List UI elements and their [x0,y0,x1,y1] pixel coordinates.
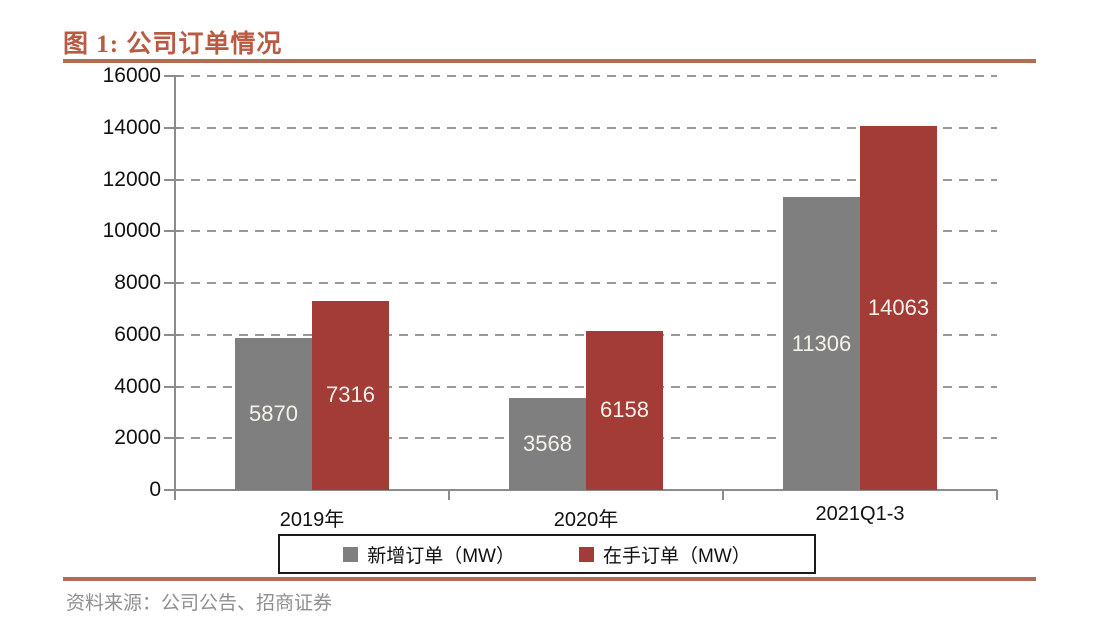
bar-backlog-orders [860,126,937,490]
legend-series-label: 新增订单（MW） [367,545,515,567]
y-axis-label: 12000 [102,167,161,191]
y-axis-tick [164,126,180,129]
y-axis-label: 14000 [102,115,161,139]
x-axis-tick [174,490,176,500]
bar-value-label: 5870 [249,401,298,427]
y-axis-label: 6000 [114,322,161,346]
bar-value-label: 6158 [600,397,649,423]
gridline [175,282,997,284]
legend: 新增订单（MW） 在手订单（MW） [278,534,816,574]
y-axis-tick [164,75,180,77]
x-axis-category-label: 2021Q1-3 [815,503,905,525]
legend-item: 在手订单（MW） [579,541,751,568]
y-axis-tick [164,282,180,284]
x-axis-category-label: 2019年 [279,509,345,531]
figure-title: 图 1: 公司订单情况 [63,31,283,58]
bar-value-label: 14063 [867,295,930,321]
gridline [175,126,997,129]
y-axis-label: 10000 [102,219,161,243]
legend-swatch-icon [579,546,594,562]
y-axis-label: 4000 [114,374,161,398]
y-axis-tick [164,230,180,233]
bar-new-orders [783,197,860,490]
y-axis-label: 16000 [102,64,161,87]
gridline [175,230,997,233]
y-axis-tick [164,178,180,181]
y-axis-tick [164,385,180,388]
source-note: 资料来源：公司公告、招商证券 [66,593,333,614]
plot-area: 0 2000 4000 6000 8000 10000 12000 14000 16000 201… [103,64,998,531]
gridline [175,75,997,77]
legend-swatch-icon [343,546,359,562]
y-axis-label: 2000 [114,426,161,450]
x-axis-tick [996,490,998,500]
y-axis-tick [164,489,180,491]
footer-rule [63,577,1036,581]
bar-value-label: 7316 [326,382,375,408]
bar-new-orders [509,397,586,490]
y-axis-tick [164,437,180,440]
gridline [175,178,997,181]
y-axis-tick [164,333,180,336]
x-axis-tick [722,490,724,500]
bar-backlog-orders [312,300,389,490]
y-axis-label: 8000 [114,271,161,294]
bar-value-label: 11306 [791,330,852,356]
legend-item: 新增订单（MW） [343,541,515,568]
bar-value-label: 3568 [523,430,572,456]
bar-new-orders [235,338,312,490]
x-axis-category-label: 2020年 [553,509,619,531]
y-axis-label: 0 [149,478,161,501]
x-axis-line [175,489,997,491]
x-axis-tick [448,490,450,500]
bar-backlog-orders [586,330,663,490]
legend-series-label: 在手订单（MW） [603,545,751,567]
title-underline-rule [63,59,1036,63]
